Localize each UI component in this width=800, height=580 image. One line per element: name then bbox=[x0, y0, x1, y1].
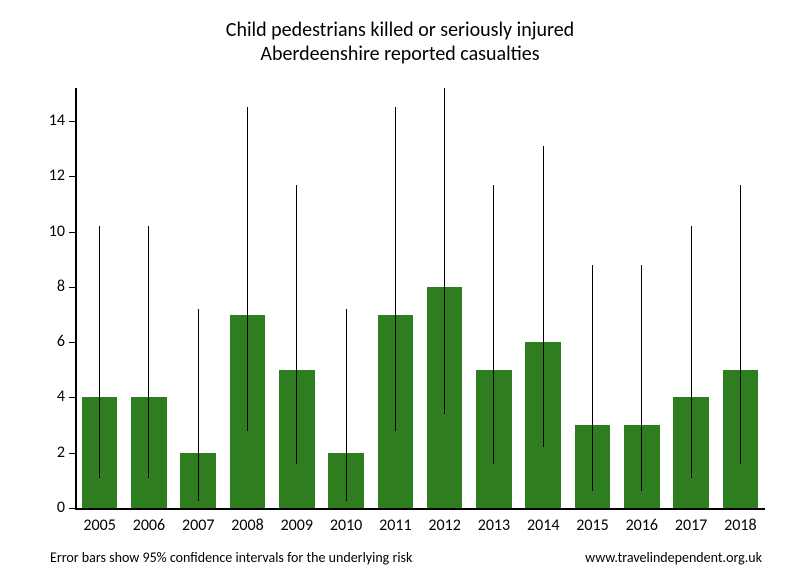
y-tick-mark bbox=[69, 287, 75, 288]
error-bar bbox=[444, 88, 445, 414]
footer-right: www.travelindependent.org.uk bbox=[585, 549, 762, 566]
chart-container: Child pedestrians killed or seriously in… bbox=[0, 0, 800, 580]
x-tick-label: 2009 bbox=[272, 516, 321, 535]
x-tick-label: 2018 bbox=[716, 516, 765, 535]
x-tick-label: 2010 bbox=[321, 516, 370, 535]
x-tick-label: 2017 bbox=[666, 516, 715, 535]
y-tick-mark bbox=[69, 176, 75, 177]
error-bar bbox=[592, 265, 593, 492]
y-tick-label: 6 bbox=[33, 332, 65, 351]
y-tick-label: 12 bbox=[33, 166, 65, 185]
y-tick-mark bbox=[69, 508, 75, 509]
error-bar bbox=[198, 309, 199, 501]
error-bar bbox=[148, 226, 149, 477]
x-tick-label: 2016 bbox=[617, 516, 666, 535]
y-tick-label: 8 bbox=[33, 277, 65, 296]
error-bar bbox=[346, 309, 347, 501]
x-tick-label: 2015 bbox=[568, 516, 617, 535]
error-bar bbox=[296, 185, 297, 464]
chart-title: Child pedestrians killed or seriously in… bbox=[0, 18, 800, 66]
error-bar bbox=[740, 185, 741, 464]
y-tick-mark bbox=[69, 232, 75, 233]
y-tick-mark bbox=[69, 453, 75, 454]
x-axis bbox=[75, 508, 765, 510]
x-tick-label: 2013 bbox=[469, 516, 518, 535]
y-tick-label: 0 bbox=[33, 498, 65, 517]
error-bar bbox=[395, 107, 396, 430]
x-tick-label: 2006 bbox=[124, 516, 173, 535]
error-bar bbox=[543, 146, 544, 447]
y-tick-mark bbox=[69, 397, 75, 398]
error-bar bbox=[691, 226, 692, 477]
plot-area: 0246810121420052006200720082009201020112… bbox=[75, 88, 765, 508]
x-tick-label: 2012 bbox=[420, 516, 469, 535]
x-tick-label: 2007 bbox=[174, 516, 223, 535]
y-tick-mark bbox=[69, 121, 75, 122]
x-tick-label: 2014 bbox=[519, 516, 568, 535]
error-bar bbox=[99, 226, 100, 477]
y-tick-label: 10 bbox=[33, 222, 65, 241]
y-tick-label: 14 bbox=[33, 111, 65, 130]
y-tick-mark bbox=[69, 342, 75, 343]
x-tick-label: 2008 bbox=[223, 516, 272, 535]
x-tick-label: 2005 bbox=[75, 516, 124, 535]
y-axis bbox=[75, 88, 77, 508]
error-bar bbox=[493, 185, 494, 464]
error-bar bbox=[247, 107, 248, 430]
error-bar bbox=[641, 265, 642, 492]
chart-title-line2: Aberdeenshire reported casualties bbox=[0, 42, 800, 66]
y-tick-label: 2 bbox=[33, 443, 65, 462]
x-tick-label: 2011 bbox=[371, 516, 420, 535]
y-tick-label: 4 bbox=[33, 387, 65, 406]
footer-left: Error bars show 95% confidence intervals… bbox=[50, 549, 412, 566]
chart-title-line1: Child pedestrians killed or seriously in… bbox=[0, 18, 800, 42]
